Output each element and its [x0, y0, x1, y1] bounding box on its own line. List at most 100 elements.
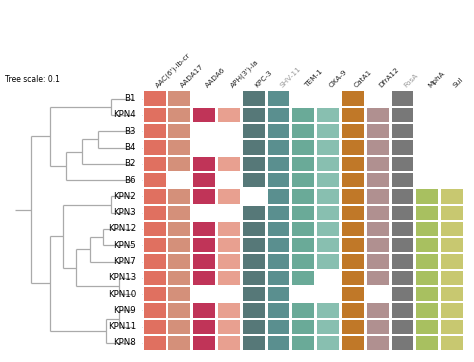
Bar	[417, 238, 438, 252]
Bar	[441, 287, 463, 301]
Bar	[243, 124, 264, 138]
Bar	[168, 222, 190, 236]
Bar	[168, 336, 190, 350]
Bar	[392, 92, 413, 106]
Bar	[392, 271, 413, 285]
Text: APH(3')-Ia: APH(3')-Ia	[229, 59, 260, 89]
Text: KPN13: KPN13	[108, 273, 136, 282]
Bar	[193, 303, 215, 317]
Bar	[392, 238, 413, 252]
Bar	[168, 238, 190, 252]
Bar	[193, 157, 215, 171]
Bar	[367, 303, 389, 317]
Bar	[193, 189, 215, 203]
Bar	[342, 189, 364, 203]
Bar	[168, 92, 190, 106]
Bar	[218, 108, 240, 122]
Bar	[144, 287, 165, 301]
Bar	[392, 320, 413, 334]
Bar	[292, 140, 314, 155]
Bar	[144, 108, 165, 122]
Bar	[317, 320, 339, 334]
Bar	[268, 92, 290, 106]
Bar	[144, 271, 165, 285]
Bar	[342, 157, 364, 171]
Bar	[243, 173, 264, 187]
Bar	[342, 303, 364, 317]
Bar	[144, 320, 165, 334]
Bar	[193, 254, 215, 269]
Bar	[243, 222, 264, 236]
Bar	[292, 303, 314, 317]
Bar	[168, 140, 190, 155]
Bar	[292, 189, 314, 203]
Bar	[218, 157, 240, 171]
Bar	[367, 238, 389, 252]
Bar	[292, 336, 314, 350]
Text: MphA: MphA	[428, 70, 446, 89]
Bar	[342, 108, 364, 122]
Bar	[168, 108, 190, 122]
Bar	[392, 157, 413, 171]
Text: KPN2: KPN2	[113, 192, 136, 201]
Bar	[441, 271, 463, 285]
Bar	[243, 206, 264, 220]
Bar	[417, 271, 438, 285]
Text: KPN5: KPN5	[113, 241, 136, 250]
Bar	[342, 254, 364, 269]
Bar	[218, 189, 240, 203]
Bar	[367, 108, 389, 122]
Bar	[342, 124, 364, 138]
Bar	[243, 336, 264, 350]
Bar	[417, 206, 438, 220]
Bar	[268, 108, 290, 122]
Bar	[367, 140, 389, 155]
Bar	[168, 189, 190, 203]
Bar	[317, 303, 339, 317]
Bar	[268, 238, 290, 252]
Text: B4: B4	[125, 143, 136, 152]
Text: OXA-9: OXA-9	[328, 69, 348, 89]
Bar	[193, 108, 215, 122]
Bar	[392, 303, 413, 317]
Bar	[243, 108, 264, 122]
Bar	[144, 303, 165, 317]
Bar	[342, 271, 364, 285]
Bar	[342, 92, 364, 106]
Bar	[392, 254, 413, 269]
Bar	[243, 271, 264, 285]
Text: KPN9: KPN9	[113, 306, 136, 315]
Bar	[292, 254, 314, 269]
Bar	[144, 157, 165, 171]
Bar	[417, 189, 438, 203]
Bar	[168, 124, 190, 138]
Bar	[193, 271, 215, 285]
Text: Sul: Sul	[452, 77, 465, 89]
Bar	[144, 222, 165, 236]
Bar	[441, 189, 463, 203]
Bar	[367, 173, 389, 187]
Bar	[268, 140, 290, 155]
Bar	[144, 124, 165, 138]
Bar	[292, 108, 314, 122]
Bar	[168, 303, 190, 317]
Bar	[218, 238, 240, 252]
Bar	[193, 222, 215, 236]
Bar	[441, 303, 463, 317]
Bar	[342, 206, 364, 220]
Bar	[292, 157, 314, 171]
Bar	[441, 320, 463, 334]
Bar	[417, 254, 438, 269]
Bar	[292, 124, 314, 138]
Text: AAC(6')-Ib-cr: AAC(6')-Ib-cr	[155, 52, 192, 89]
Text: KPN7: KPN7	[113, 257, 136, 266]
Text: KPC-3: KPC-3	[254, 70, 273, 89]
Bar	[243, 238, 264, 252]
Bar	[367, 336, 389, 350]
Bar	[342, 287, 364, 301]
Bar	[218, 303, 240, 317]
Bar	[367, 206, 389, 220]
Bar	[168, 271, 190, 285]
Bar	[268, 206, 290, 220]
Bar	[292, 320, 314, 334]
